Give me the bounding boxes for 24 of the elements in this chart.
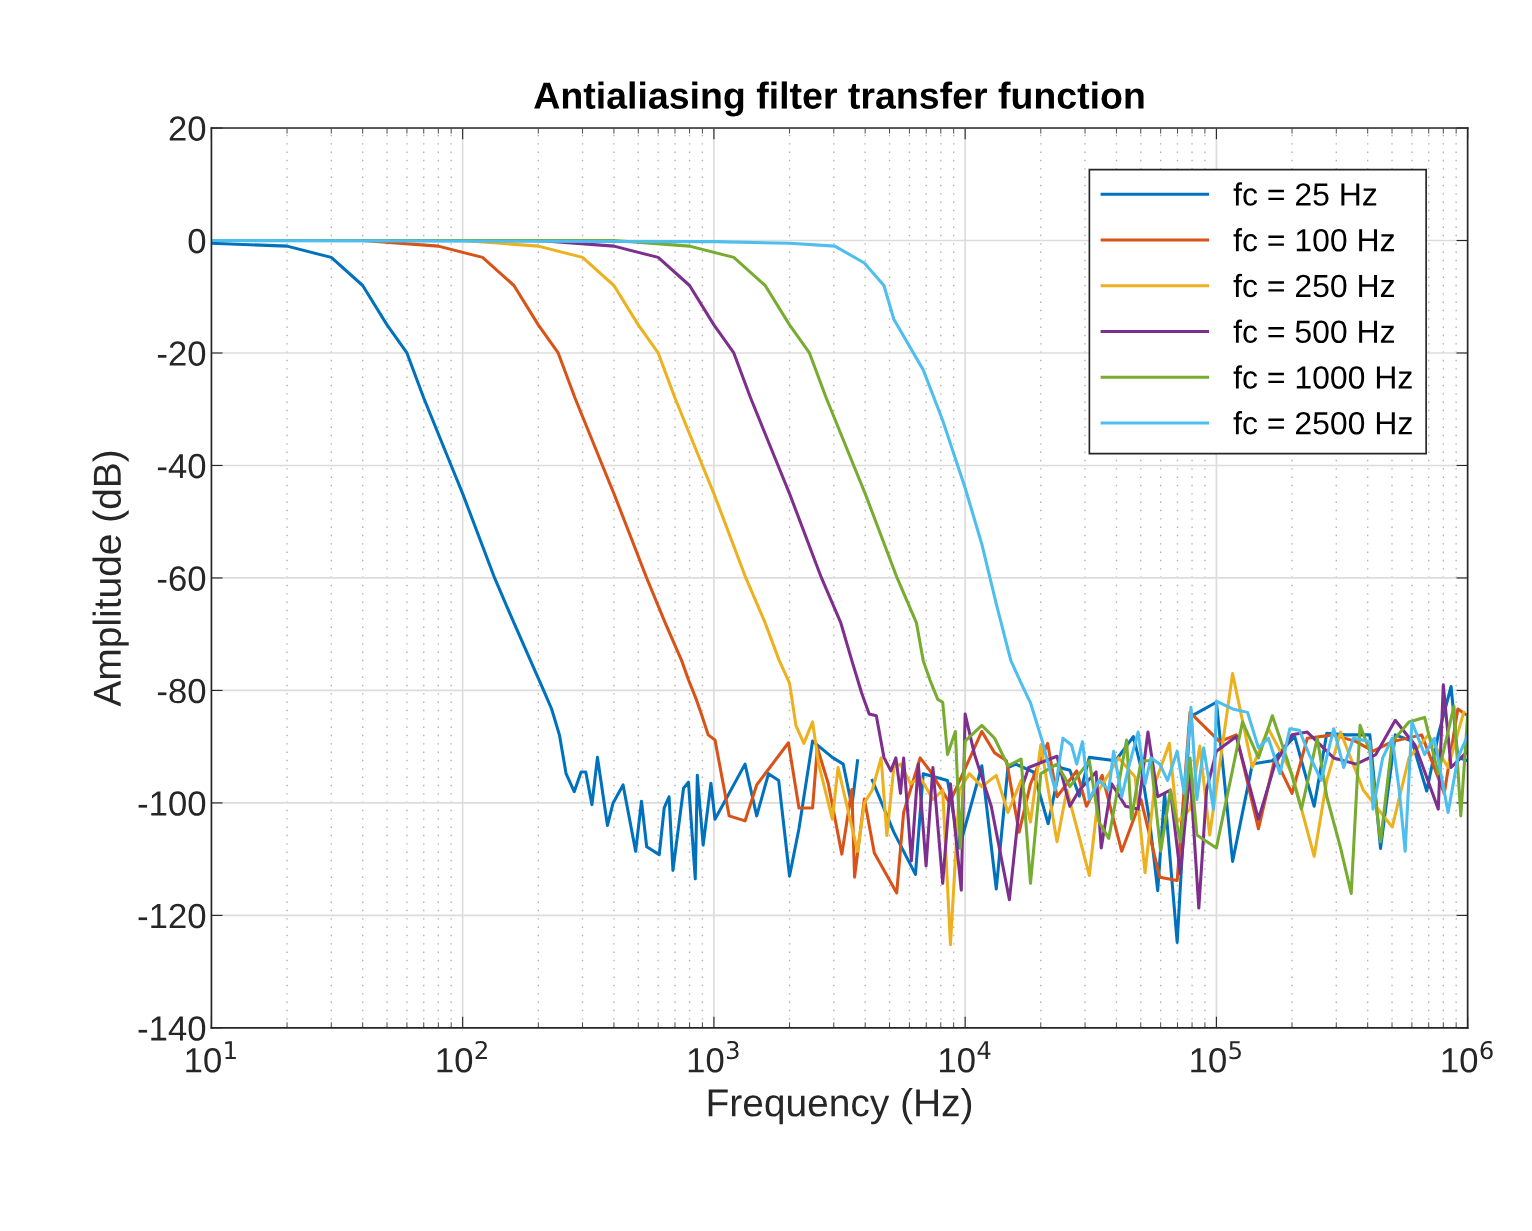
x-tick-label: 10$^{3}$ (688, 1040, 739, 1073)
legend-label: fc = 2500 Hz (1233, 411, 1412, 435)
legend-label: fc = 1000 Hz (1233, 365, 1412, 389)
y-tick-label: -40 (157, 453, 206, 479)
y-tick-label: -20 (157, 341, 206, 366)
legend-label: fc = 250 Hz (1233, 273, 1394, 298)
y-tick-label: -140 (138, 1016, 206, 1041)
x-tick-label: 10$^{6}$ (1442, 1040, 1493, 1073)
x-tick-label: 10$^{2}$ (437, 1040, 487, 1073)
x-tick-label: 10$^{5}$ (1191, 1041, 1241, 1073)
x-tick-label: 10$^{4}$ (940, 1041, 991, 1073)
legend-label: fc = 500 Hz (1233, 319, 1394, 344)
y-tick-label: -60 (157, 566, 206, 591)
chart-title: Antialiasing filter transfer function (534, 81, 1144, 117)
x-axis-title: Frequency (Hz) (708, 1088, 972, 1125)
y-axis-title: Amplitude (dB) (92, 451, 129, 707)
x-tick-label: 10$^{1}$ (186, 1041, 236, 1073)
y-tick-label: -120 (138, 903, 206, 929)
y-tick-label: -80 (157, 678, 206, 704)
y-tick-label: 0 (188, 228, 206, 254)
legend-label: fc = 25 Hz (1233, 182, 1377, 206)
y-tick-label: 20 (169, 116, 206, 141)
y-tick-label: -100 (138, 791, 206, 816)
legend-label: fc = 100 Hz (1233, 228, 1394, 252)
